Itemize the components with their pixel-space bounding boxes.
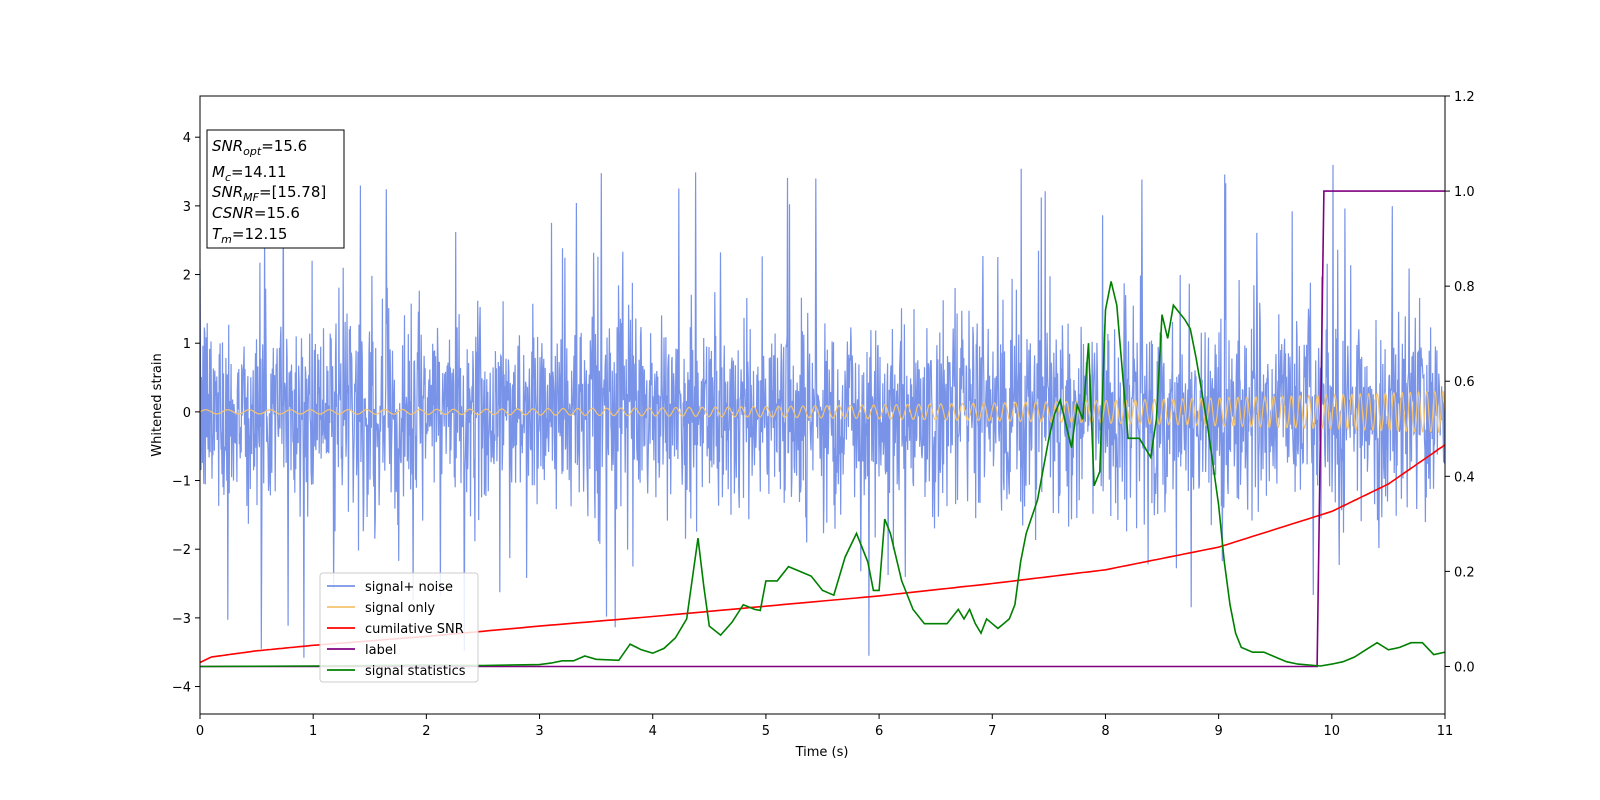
x-tick-label: 2 (422, 724, 430, 739)
y2-tick-label: 0.6 (1454, 375, 1475, 390)
series-signal-noise-line (200, 164, 1445, 658)
y-tick-label: −1 (172, 475, 191, 490)
legend-frame (319, 572, 479, 683)
legend-entry: cumilative SNR (365, 622, 464, 637)
y2-tick-label: 1.2 (1454, 90, 1475, 105)
y-tick-label: −2 (172, 543, 191, 558)
annotation-line: CSNR=15.6 (212, 204, 300, 222)
series-layer (200, 164, 1445, 668)
y2-tick-label: 1.0 (1454, 185, 1475, 200)
legend-entry: signal statistics (365, 664, 466, 679)
x-axis-label: Time (s) (795, 745, 849, 760)
x-tick-label: 7 (988, 724, 996, 739)
x-tick-label: 10 (1324, 724, 1341, 739)
y2-tick-label: 0.0 (1454, 660, 1475, 675)
x-tick-label: 9 (1214, 724, 1222, 739)
legend-entry: signal only (365, 601, 435, 616)
x-axis: 0 1 2 3 4 5 6 7 8 9 10 11 (196, 714, 1453, 739)
x-tick-label: 8 (1101, 724, 1109, 739)
series-signal-statistics-line (200, 281, 1445, 668)
y-tick-label: 0 (183, 406, 191, 421)
y2-tick-label: 0.4 (1454, 470, 1475, 485)
x-tick-label: 11 (1437, 724, 1454, 739)
plot-frame (199, 95, 1446, 715)
y-axis-right: 0.0 0.2 0.4 0.6 0.8 1.0 1.2 (1445, 90, 1475, 675)
y-tick-label: −4 (172, 681, 191, 696)
annotation-line: Mc=14.11 (212, 163, 287, 184)
y2-tick-label: 0.8 (1454, 280, 1475, 295)
y-tick-label: 4 (183, 131, 191, 146)
x-tick-label: 4 (649, 724, 657, 739)
x-tick-label: 1 (309, 724, 317, 739)
x-tick-label: 0 (196, 724, 204, 739)
x-tick-label: 5 (762, 724, 770, 739)
x-tick-label: 6 (875, 724, 883, 739)
annotation-line: SNRMF=[15.78] (212, 183, 326, 204)
legend-entry: label (365, 643, 396, 658)
y-tick-label: 1 (183, 337, 191, 352)
y-axis-left: −4 −3 −2 −1 0 1 2 3 4 (172, 131, 200, 696)
series-cumilative-snr-line (200, 444, 1445, 664)
annotation-line: SNRopt=15.6 (212, 137, 307, 158)
annotation-frame (206, 129, 345, 249)
legend-entry: signal+ noise (365, 580, 453, 595)
y-tick-label: 3 (183, 200, 191, 215)
legend: signal+ noise signal only cumilative SNR la… (319, 572, 479, 683)
series-signal-only-line (200, 390, 1445, 433)
x-tick-label: 3 (535, 724, 543, 739)
y-tick-label: 2 (183, 269, 191, 284)
y-tick-label: −3 (172, 612, 191, 627)
series-label-line (200, 190, 1445, 668)
y2-tick-label: 0.2 (1454, 565, 1475, 580)
y-axis-label: Whitened strain (150, 353, 165, 456)
stats-annotation-box: SNRopt=15.6 Mc=14.11SNRMF=[15.78]CSNR=15.… (206, 129, 345, 249)
annotation-line: Tm=12.15 (212, 225, 287, 246)
